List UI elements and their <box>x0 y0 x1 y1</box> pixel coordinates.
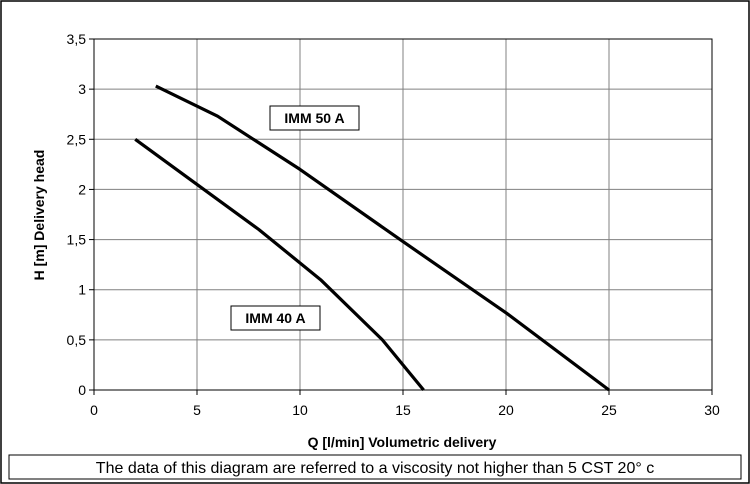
y-axis-ticks: 0 0,5 1 1,5 2 2,5 3 3,5 <box>67 31 87 398</box>
y-tick-label: 2 <box>78 181 86 197</box>
series-lines <box>134 84 610 392</box>
footnote-box: The data of this diagram are referred to… <box>8 454 742 480</box>
series-label-imm-40a: IMM 40 A <box>245 310 305 326</box>
series-label-imm-50a: IMM 50 A <box>284 110 344 126</box>
callout-box <box>269 105 360 131</box>
y-tick-label: 3 <box>78 81 86 97</box>
y-tick-label: 3,5 <box>67 31 87 47</box>
x-tick-label: 20 <box>498 402 514 418</box>
y-axis-title: H [m] Delivery head <box>31 150 47 281</box>
footnote-text: The data of this diagram are referred to… <box>96 460 654 477</box>
y-tick-label: 0 <box>78 382 86 398</box>
callout-imm-40a: IMM 40 A <box>230 305 321 331</box>
y-tick-label: 2,5 <box>67 131 87 147</box>
footnote-border <box>8 454 742 480</box>
x-tick-label: 10 <box>292 402 308 418</box>
x-tick-label: 30 <box>704 402 720 418</box>
x-axis-ticks: 0 5 10 15 20 25 30 <box>90 402 720 418</box>
y-tick-label: 1 <box>78 282 86 298</box>
callout-imm-50a: IMM 50 A <box>269 105 360 131</box>
y-tick-label: 0,5 <box>67 332 87 348</box>
series-line-imm-50a <box>155 84 610 392</box>
x-tick-label: 5 <box>193 402 201 418</box>
y-tick-label: 1,5 <box>67 232 87 248</box>
x-tick-label: 15 <box>395 402 411 418</box>
x-tick-label: 0 <box>90 402 98 418</box>
series-line-imm-40a <box>134 138 425 392</box>
plot-area <box>93 38 713 391</box>
x-tick-label: 25 <box>601 402 617 418</box>
callout-box <box>230 305 321 331</box>
x-axis-title: Q [l/min] Volumetric delivery <box>308 434 497 450</box>
